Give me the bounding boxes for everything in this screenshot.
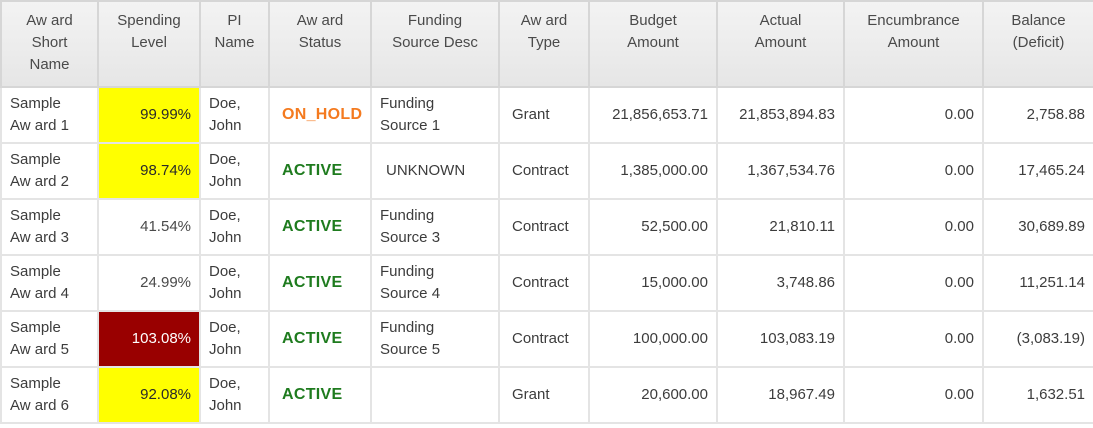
col-header-award-status[interactable]: Aw ard Status <box>268 0 372 88</box>
table-row[interactable]: Sample Aw ard 4 24.99% Doe, John ACTIVE Fu… <box>0 254 1093 312</box>
budget-amount-cell: 21,856,653.71 <box>588 86 718 144</box>
encumbrance-amount-cell: 0.00 <box>843 198 984 256</box>
balance-cell: 30,689.89 <box>982 198 1093 256</box>
table-row[interactable]: Sample Aw ard 3 41.54% Doe, John ACTIVE Fu… <box>0 198 1093 256</box>
award-short-name-cell: Sample Aw ard 6 <box>0 366 99 424</box>
col-header-award-type[interactable]: Aw ard Type <box>498 0 590 88</box>
table-row[interactable]: Sample Aw ard 1 99.99% Doe, John ON_HOLD F… <box>0 86 1093 144</box>
balance-cell: 11,251.14 <box>982 254 1093 312</box>
award-status-cell: ACTIVE <box>268 366 372 424</box>
actual-amount-cell: 103,083.19 <box>716 310 845 368</box>
pi-name-cell: Doe, John <box>199 86 270 144</box>
spending-level-cell: 99.99% <box>97 86 201 144</box>
budget-amount-cell: 20,600.00 <box>588 366 718 424</box>
pi-name-cell: Doe, John <box>199 366 270 424</box>
pi-name-cell: Doe, John <box>199 142 270 200</box>
award-short-name-cell: Sample Aw ard 5 <box>0 310 99 368</box>
encumbrance-amount-cell: 0.00 <box>843 310 984 368</box>
balance-cell: 2,758.88 <box>982 86 1093 144</box>
funding-source-cell <box>370 366 500 424</box>
actual-amount-cell: 21,853,894.83 <box>716 86 845 144</box>
encumbrance-amount-cell: 0.00 <box>843 142 984 200</box>
pi-name-cell: Doe, John <box>199 254 270 312</box>
award-status-cell: ACTIVE <box>268 310 372 368</box>
funding-source-cell: UNKNOWN <box>370 142 500 200</box>
col-header-actual-amount[interactable]: Actual Amount <box>716 0 845 88</box>
award-short-name-cell: Sample Aw ard 3 <box>0 198 99 256</box>
col-header-encumbrance-amount[interactable]: Encumbrance Amount <box>843 0 984 88</box>
actual-amount-cell: 3,748.86 <box>716 254 845 312</box>
budget-amount-cell: 1,385,000.00 <box>588 142 718 200</box>
encumbrance-amount-cell: 0.00 <box>843 86 984 144</box>
award-type-cell: Contract <box>498 310 590 368</box>
budget-amount-cell: 100,000.00 <box>588 310 718 368</box>
spending-level-cell: 92.08% <box>97 366 201 424</box>
award-short-name-cell: Sample Aw ard 1 <box>0 86 99 144</box>
encumbrance-amount-cell: 0.00 <box>843 254 984 312</box>
spending-level-cell: 24.99% <box>97 254 201 312</box>
actual-amount-cell: 1,367,534.76 <box>716 142 845 200</box>
balance-cell: 17,465.24 <box>982 142 1093 200</box>
award-type-cell: Contract <box>498 254 590 312</box>
award-status-cell: ACTIVE <box>268 142 372 200</box>
table-row[interactable]: Sample Aw ard 2 98.74% Doe, John ACTIVE UN… <box>0 142 1093 200</box>
spending-level-cell: 98.74% <box>97 142 201 200</box>
budget-amount-cell: 52,500.00 <box>588 198 718 256</box>
col-header-funding-source-desc[interactable]: Funding Source Desc <box>370 0 500 88</box>
award-short-name-cell: Sample Aw ard 2 <box>0 142 99 200</box>
col-header-budget-amount[interactable]: Budget Amount <box>588 0 718 88</box>
table-row[interactable]: Sample Aw ard 6 92.08% Doe, John ACTIVE Gr… <box>0 366 1093 424</box>
encumbrance-amount-cell: 0.00 <box>843 366 984 424</box>
budget-amount-cell: 15,000.00 <box>588 254 718 312</box>
award-status-cell: ON_HOLD <box>268 86 372 144</box>
col-header-pi-name[interactable]: PI Name <box>199 0 270 88</box>
funding-source-cell: Funding Source 4 <box>370 254 500 312</box>
pi-name-cell: Doe, John <box>199 198 270 256</box>
col-header-award-short-name[interactable]: Aw ard Short Name <box>0 0 99 88</box>
col-header-balance-deficit[interactable]: Balance (Deficit) <box>982 0 1093 88</box>
balance-cell: 1,632.51 <box>982 366 1093 424</box>
award-type-cell: Grant <box>498 366 590 424</box>
spending-level-cell: 103.08% <box>97 310 201 368</box>
funding-source-cell: Funding Source 5 <box>370 310 500 368</box>
award-short-name-cell: Sample Aw ard 4 <box>0 254 99 312</box>
award-type-cell: Contract <box>498 142 590 200</box>
balance-cell: (3,083.19) <box>982 310 1093 368</box>
award-status-cell: ACTIVE <box>268 198 372 256</box>
award-type-cell: Grant <box>498 86 590 144</box>
award-type-cell: Contract <box>498 198 590 256</box>
col-header-spending-level[interactable]: Spending Level <box>97 0 201 88</box>
pi-name-cell: Doe, John <box>199 310 270 368</box>
funding-source-cell: Funding Source 3 <box>370 198 500 256</box>
funding-source-cell: Funding Source 1 <box>370 86 500 144</box>
award-status-cell: ACTIVE <box>268 254 372 312</box>
actual-amount-cell: 21,810.11 <box>716 198 845 256</box>
table-row[interactable]: Sample Aw ard 5 103.08% Doe, John ACTIVE F… <box>0 310 1093 368</box>
spending-level-cell: 41.54% <box>97 198 201 256</box>
actual-amount-cell: 18,967.49 <box>716 366 845 424</box>
header-row: Aw ard Short Name Spending Level PI Name Aw … <box>0 0 1093 88</box>
